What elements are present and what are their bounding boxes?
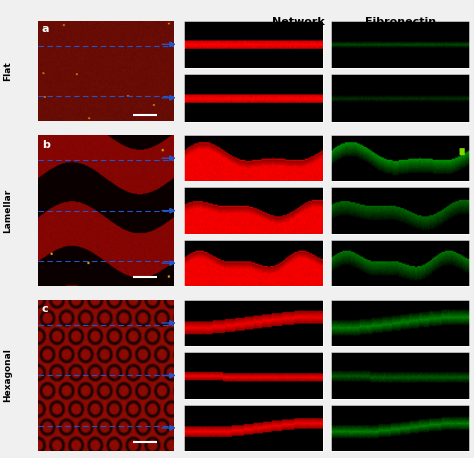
Text: a: a: [42, 24, 49, 33]
Text: Lamellar: Lamellar: [4, 189, 12, 233]
Text: b: b: [42, 140, 50, 149]
Text: c: c: [42, 304, 49, 314]
Text: Flat: Flat: [4, 61, 12, 81]
Text: Network: Network: [272, 17, 325, 27]
Text: Fibronectin: Fibronectin: [365, 17, 436, 27]
Text: Hexagonal: Hexagonal: [4, 349, 12, 403]
